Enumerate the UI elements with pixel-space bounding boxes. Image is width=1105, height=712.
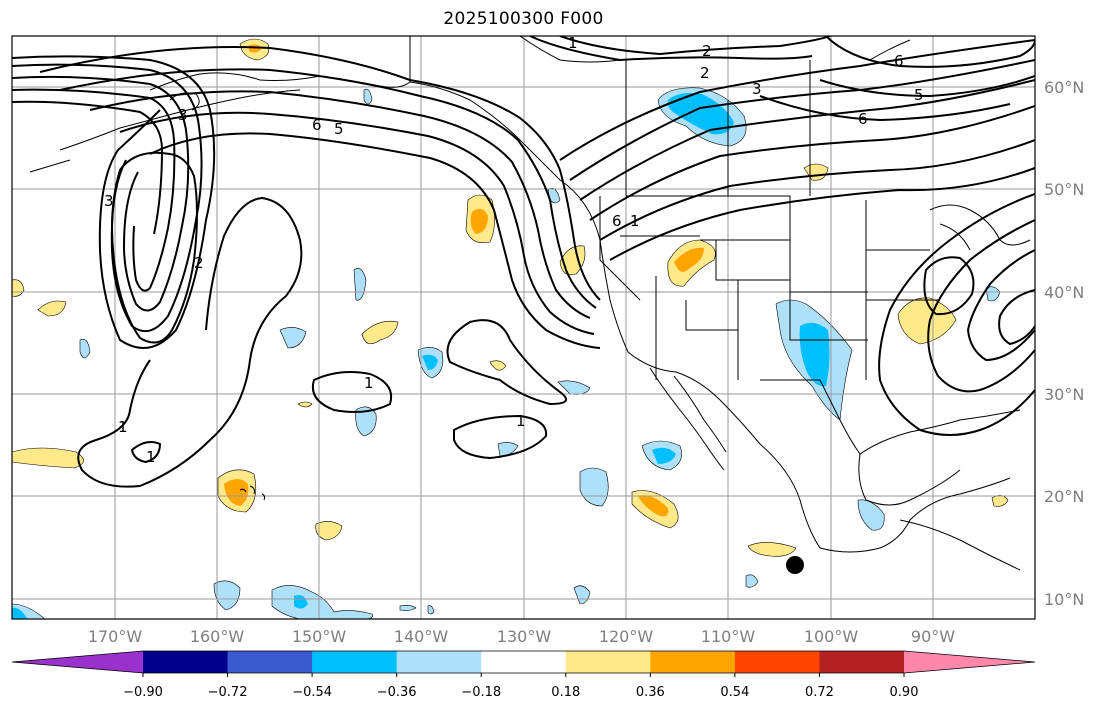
map-title: 2025100300 F000 — [443, 9, 604, 29]
colorbar-labels: −0.90 −0.72 −0.54 −0.36 −0.18 0.18 0.36 0.54 0.7… — [123, 685, 918, 700]
colorbar-bin — [143, 651, 229, 673]
negative-patch — [547, 188, 561, 204]
colorbar-tick-label: 0.72 — [805, 685, 834, 700]
contour-label: 1 — [146, 448, 156, 466]
negative-patch — [279, 327, 307, 349]
lat-label: 50°N — [1044, 180, 1084, 199]
colorbar-tick-label: −0.18 — [461, 685, 501, 700]
contour-label: 1 — [516, 412, 526, 430]
positive-patch — [224, 479, 249, 506]
positive-patch — [12, 447, 84, 469]
positive-patch — [674, 247, 704, 272]
contour-label: 6 — [312, 116, 322, 134]
negative-patch — [422, 354, 438, 370]
contour-label: 2 — [194, 254, 204, 272]
contour-label: 2 — [700, 64, 710, 82]
negative-patch — [79, 338, 91, 359]
lon-label: 130°W — [497, 627, 552, 646]
colorbar-tick-label: −0.36 — [377, 685, 417, 700]
negative-patch — [399, 605, 417, 611]
lon-label: 150°W — [292, 627, 347, 646]
contour-label: 1 — [568, 34, 578, 52]
colorbar-tick-label: 0.18 — [551, 685, 580, 700]
lon-label: 110°W — [701, 627, 756, 646]
lat-label: 30°N — [1044, 385, 1084, 404]
colorbar-bin — [396, 651, 482, 673]
colorbar-tick-label: −0.90 — [123, 685, 163, 700]
contour-label: 3 — [752, 80, 762, 98]
lat-label: 60°N — [1044, 78, 1084, 97]
positive-patch — [297, 401, 313, 408]
colorbar-bin — [481, 651, 567, 673]
contour-labels: 1 2 3 6 5 6 1 2 3 6 5 6 1 1 1 2 3 1 — [104, 34, 924, 466]
positive-patch — [470, 208, 488, 234]
positive-patch — [897, 297, 957, 345]
positive-patch — [489, 360, 507, 371]
colorbar-tick-label: 0.90 — [890, 685, 919, 700]
lon-label: 100°W — [804, 627, 859, 646]
positive-patch — [638, 495, 669, 517]
colorbar-extend-high — [904, 651, 1035, 673]
negative-patch — [363, 88, 373, 105]
lon-label: 140°W — [394, 627, 449, 646]
colorbar — [11, 650, 1036, 677]
positive-patch — [37, 300, 67, 317]
map-frame — [11, 35, 1036, 620]
contours — [12, 36, 1035, 488]
contour-label: 1 — [630, 212, 640, 230]
contour-label: 1 — [364, 374, 374, 392]
contour-label: 2 — [702, 42, 712, 60]
negative-patch — [355, 406, 377, 437]
negative-patch — [667, 92, 734, 135]
coastlines — [29, 36, 1031, 571]
lon-label: 160°W — [190, 627, 245, 646]
position-marker — [786, 556, 804, 574]
negative-patch — [294, 595, 308, 609]
negative-patch — [745, 574, 759, 588]
colorbar-tick-label: −0.54 — [292, 685, 332, 700]
colorbar-bin — [565, 651, 651, 673]
positive-patch — [361, 320, 399, 345]
latitude-labels: 60°N 50°N 40°N 30°N 20°N 10°N — [1044, 78, 1084, 609]
contour-label: 3 — [104, 192, 114, 210]
shaded-anomalies — [12, 38, 1009, 619]
negative-patch — [271, 585, 373, 619]
lat-label: 40°N — [1044, 283, 1084, 302]
colorbar-bin — [734, 651, 820, 673]
negative-patch — [799, 322, 830, 387]
colorbar-bin — [650, 651, 736, 673]
lon-label: 170°W — [88, 627, 143, 646]
lon-label: 90°W — [911, 627, 955, 646]
colorbar-bin — [819, 651, 905, 673]
contour-label: 5 — [914, 86, 924, 104]
colorbar-bin — [312, 651, 398, 673]
lon-label: 120°W — [599, 627, 654, 646]
lat-label: 10°N — [1044, 590, 1084, 609]
colorbar-tick-label: 0.36 — [636, 685, 665, 700]
colorbar-bin — [227, 651, 313, 673]
lat-label: 20°N — [1044, 487, 1084, 506]
contour-label: 3 — [178, 106, 188, 124]
contour-label: 6 — [894, 52, 904, 70]
negative-patch — [652, 447, 676, 464]
positive-patch — [315, 521, 343, 541]
positive-patch — [747, 542, 797, 557]
colorbar-extend-low — [12, 651, 143, 673]
contour-label: 1 — [118, 418, 128, 436]
contour-label: 6 — [612, 212, 622, 230]
negative-patch — [427, 605, 435, 615]
colorbar-tick-label: −0.72 — [208, 685, 248, 700]
longitude-labels: 170°W 160°W 150°W 140°W 130°W 120°W 110°… — [88, 627, 955, 646]
contour-label: 5 — [334, 120, 344, 138]
positive-patch — [559, 245, 586, 276]
contour-label: 6 — [858, 110, 868, 128]
colorbar-tick-label: 0.54 — [720, 685, 749, 700]
negative-patch — [12, 607, 28, 619]
